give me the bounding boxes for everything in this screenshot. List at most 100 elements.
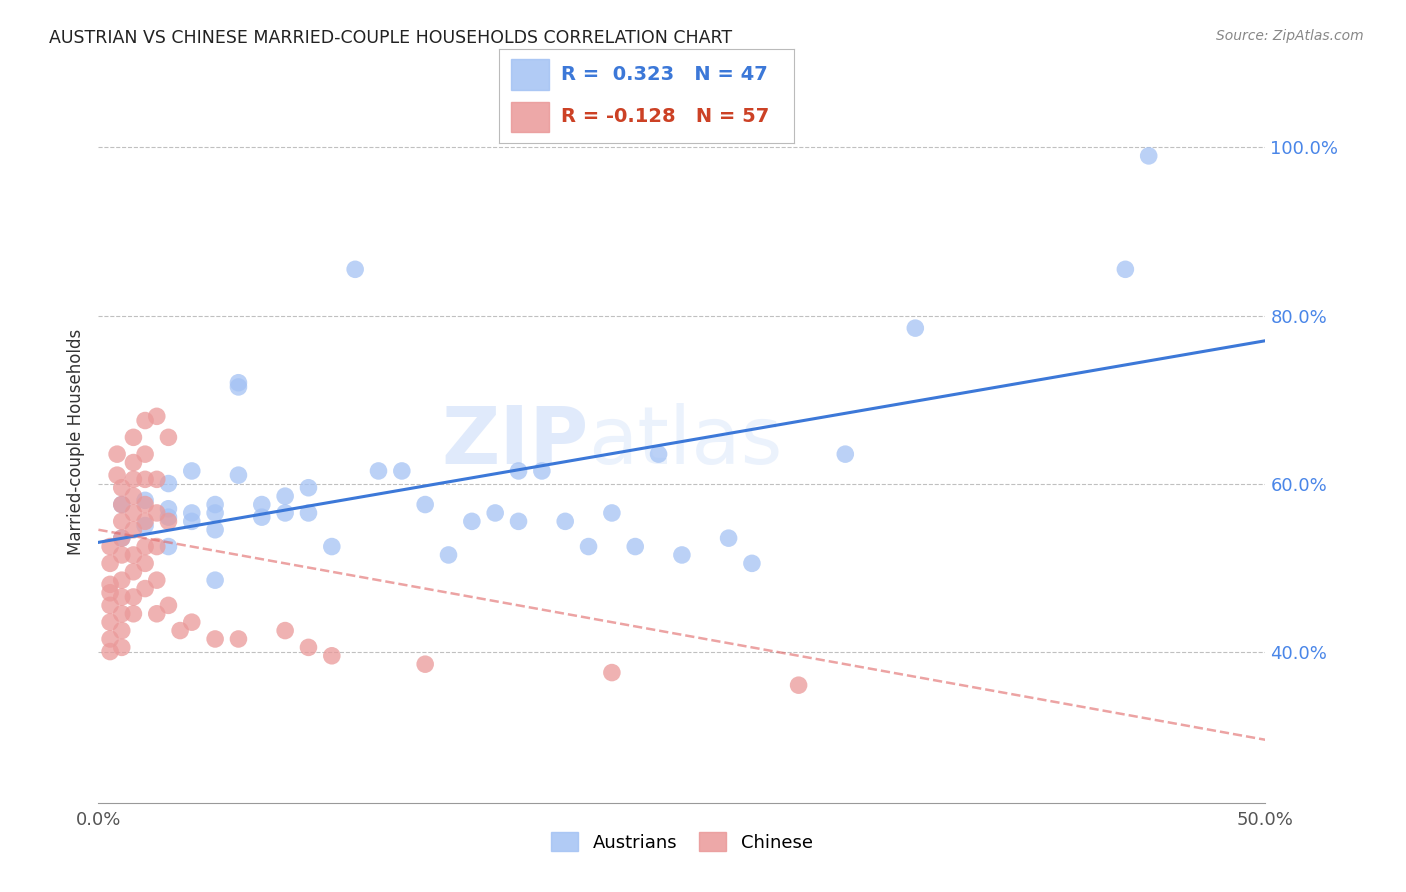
Point [111,640,134,655]
Point [204,498,226,512]
Bar [510,60,550,90]
Point [228,376,250,390]
Point [297,481,319,495]
Point [105,468,128,483]
Point [134,472,156,486]
Point [180,506,202,520]
Point [98,644,121,658]
Point [717,531,740,545]
Point [111,498,134,512]
Point [834,447,856,461]
Point [111,481,134,495]
Point [122,430,145,444]
Point [461,514,484,528]
Point [297,640,319,655]
Point [134,447,156,461]
Point [134,518,156,533]
Point [111,531,134,545]
Point [413,498,436,512]
Point [274,489,297,503]
Point [146,607,169,621]
Point [122,590,145,604]
Point [111,531,134,545]
Point [600,506,623,520]
Point [98,577,121,591]
Point [98,599,121,613]
Point [321,648,343,663]
Point [367,464,389,478]
Point [180,514,202,528]
Point [578,540,600,554]
Point [228,380,250,394]
Point [111,607,134,621]
Point [134,514,156,528]
Text: AUSTRIAN VS CHINESE MARRIED-COUPLE HOUSEHOLDS CORRELATION CHART: AUSTRIAN VS CHINESE MARRIED-COUPLE HOUSE… [49,29,733,46]
Text: R =  0.323   N = 47: R = 0.323 N = 47 [561,65,768,85]
Point [624,540,647,554]
Point [111,624,134,638]
Point [98,540,121,554]
Point [344,262,367,277]
Point [134,498,156,512]
Point [134,493,156,508]
Point [146,573,169,587]
Text: R = -0.128   N = 57: R = -0.128 N = 57 [561,107,769,126]
Point [600,665,623,680]
Point [98,615,121,630]
Point [180,615,202,630]
Point [146,472,169,486]
Point [98,557,121,571]
Point [157,501,180,516]
Point [391,464,413,478]
Point [111,548,134,562]
Text: atlas: atlas [589,402,783,481]
Point [134,540,156,554]
Legend: Austrians, Chinese: Austrians, Chinese [544,825,820,859]
Point [484,506,506,520]
Point [146,506,169,520]
Point [437,548,460,562]
Point [204,632,226,646]
Point [134,582,156,596]
Point [122,565,145,579]
Point [122,456,145,470]
Point [157,599,180,613]
Text: Source: ZipAtlas.com: Source: ZipAtlas.com [1216,29,1364,43]
Point [1137,149,1160,163]
Point [134,557,156,571]
Point [508,464,530,478]
Point [122,489,145,503]
Point [297,506,319,520]
Point [250,510,273,524]
Point [228,632,250,646]
Point [169,624,191,638]
Point [111,573,134,587]
Point [157,476,180,491]
Point [204,506,226,520]
Point [122,607,145,621]
Point [122,506,145,520]
Point [122,472,145,486]
Point [146,409,169,424]
Point [321,540,343,554]
Point [146,540,169,554]
Point [111,498,134,512]
Point [111,590,134,604]
Point [180,464,202,478]
Point [274,624,297,638]
Text: ZIP: ZIP [441,402,589,481]
Point [554,514,576,528]
Point [98,632,121,646]
Point [157,510,180,524]
Point [1114,262,1136,277]
Point [122,523,145,537]
Bar [510,102,550,132]
Point [204,573,226,587]
Point [105,447,128,461]
Point [111,514,134,528]
Point [157,514,180,528]
Point [134,413,156,427]
Point [98,586,121,600]
Point [904,321,927,335]
Point [530,464,553,478]
